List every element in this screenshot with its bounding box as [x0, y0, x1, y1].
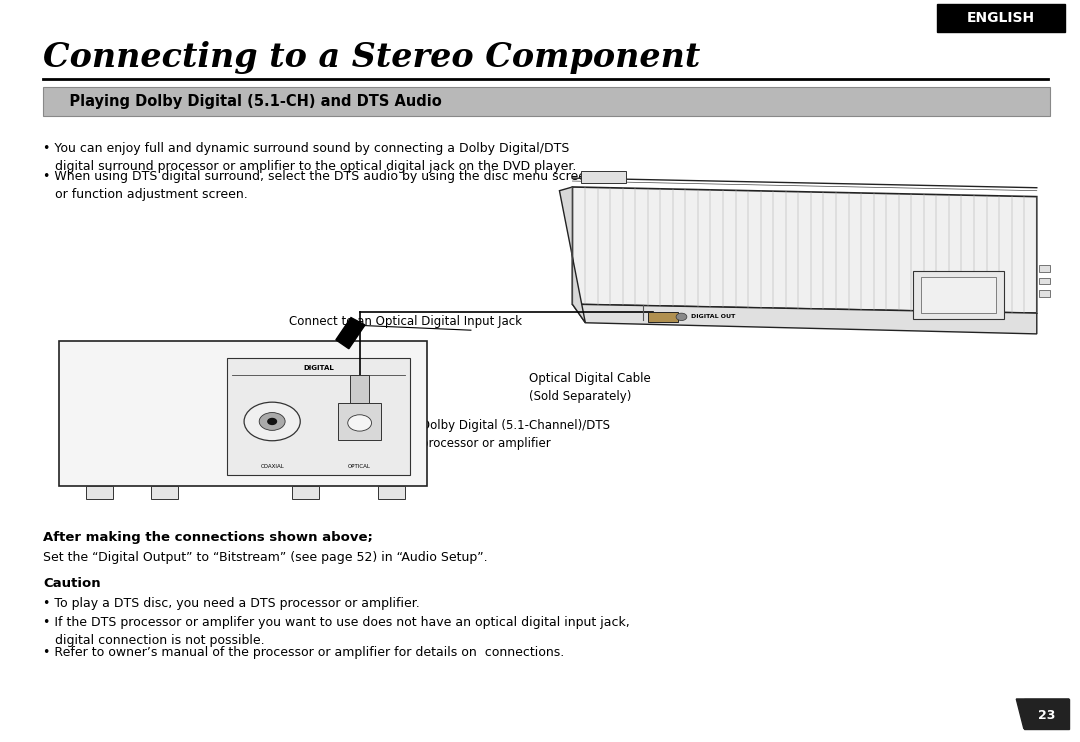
- FancyBboxPatch shape: [86, 486, 113, 499]
- Polygon shape: [336, 318, 365, 349]
- Text: • You can enjoy full and dynamic surround sound by connecting a Dolby Digital/DT: • You can enjoy full and dynamic surroun…: [43, 142, 577, 174]
- Text: Set the “Digital Output” to “Bitstream” (see page 52) in “Audio Setup”.: Set the “Digital Output” to “Bitstream” …: [43, 551, 488, 564]
- Circle shape: [348, 415, 372, 431]
- FancyBboxPatch shape: [292, 486, 319, 499]
- FancyBboxPatch shape: [1024, 699, 1069, 729]
- FancyBboxPatch shape: [581, 171, 626, 183]
- Text: DIGITAL: DIGITAL: [303, 365, 334, 371]
- Text: • When using DTS digital surround, select the DTS audio by using the disc menu s: • When using DTS digital surround, selec…: [43, 170, 594, 201]
- FancyBboxPatch shape: [1039, 278, 1050, 284]
- FancyBboxPatch shape: [350, 375, 369, 403]
- FancyBboxPatch shape: [1039, 265, 1050, 272]
- Text: Optical Digital Cable
(Sold Separately): Optical Digital Cable (Sold Separately): [529, 372, 651, 404]
- FancyBboxPatch shape: [1039, 290, 1050, 297]
- Polygon shape: [572, 304, 1037, 334]
- Text: Connecting to a Stereo Component: Connecting to a Stereo Component: [43, 42, 701, 74]
- FancyBboxPatch shape: [648, 312, 678, 322]
- FancyBboxPatch shape: [151, 486, 178, 499]
- Text: OPTICAL: OPTICAL: [348, 464, 372, 469]
- FancyBboxPatch shape: [59, 341, 427, 486]
- Text: COAXIAL: COAXIAL: [260, 464, 284, 469]
- Circle shape: [676, 313, 687, 321]
- Text: • Refer to owner’s manual of the processor or amplifier for details on  connecti: • Refer to owner’s manual of the process…: [43, 646, 565, 659]
- FancyBboxPatch shape: [921, 277, 996, 313]
- Circle shape: [268, 418, 276, 424]
- FancyBboxPatch shape: [937, 4, 1065, 32]
- Circle shape: [259, 413, 285, 430]
- FancyBboxPatch shape: [378, 486, 405, 499]
- FancyBboxPatch shape: [338, 403, 381, 440]
- FancyBboxPatch shape: [913, 271, 1004, 319]
- Text: 23: 23: [1038, 709, 1055, 722]
- Text: • To play a DTS disc, you need a DTS processor or amplifier.: • To play a DTS disc, you need a DTS pro…: [43, 597, 420, 610]
- Polygon shape: [572, 187, 1037, 313]
- Text: Playing Dolby Digital (5.1-CH) and DTS Audio: Playing Dolby Digital (5.1-CH) and DTS A…: [54, 94, 442, 109]
- Text: Dolby Digital (5.1-Channel)/DTS
processor or amplifier: Dolby Digital (5.1-Channel)/DTS processo…: [421, 419, 610, 450]
- Polygon shape: [559, 187, 585, 323]
- Text: • If the DTS processor or amplifer you want to use does not have an optical digi: • If the DTS processor or amplifer you w…: [43, 616, 630, 647]
- Text: Connect to an Optical Digital Input Jack: Connect to an Optical Digital Input Jack: [289, 315, 523, 328]
- Text: After making the connections shown above;: After making the connections shown above…: [43, 531, 373, 544]
- Text: ENGLISH: ENGLISH: [967, 11, 1036, 24]
- Text: DIGITAL OUT: DIGITAL OUT: [691, 315, 735, 319]
- Circle shape: [244, 402, 300, 441]
- FancyBboxPatch shape: [227, 358, 410, 475]
- Text: Caution: Caution: [43, 577, 100, 591]
- Polygon shape: [1016, 699, 1069, 729]
- FancyBboxPatch shape: [43, 87, 1050, 116]
